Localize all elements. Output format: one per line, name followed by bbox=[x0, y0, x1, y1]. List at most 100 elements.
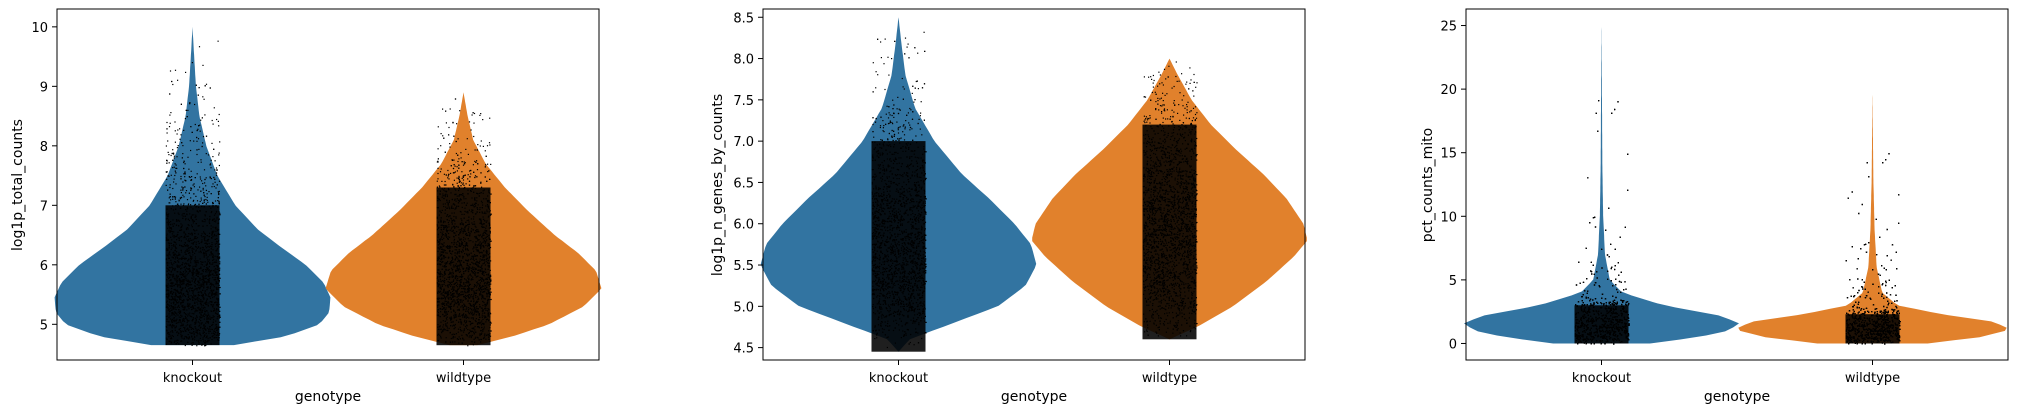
cell-point bbox=[464, 162, 466, 164]
cell-point bbox=[466, 248, 468, 250]
cell-point bbox=[166, 301, 168, 303]
cell-point bbox=[188, 224, 190, 227]
cell-point bbox=[204, 275, 206, 277]
cell-point bbox=[170, 331, 172, 333]
cell-point bbox=[474, 302, 476, 304]
cell-point bbox=[199, 333, 201, 335]
cell-point bbox=[200, 301, 202, 303]
cell-point bbox=[487, 312, 489, 314]
cell-point bbox=[482, 255, 484, 257]
cell-point bbox=[194, 308, 196, 310]
cell-point bbox=[203, 335, 205, 337]
cell-point bbox=[175, 204, 177, 207]
cell-point bbox=[446, 236, 448, 238]
cell-point bbox=[448, 224, 450, 226]
cell-point bbox=[458, 176, 460, 179]
cell-point bbox=[471, 288, 473, 290]
cell-point bbox=[202, 182, 204, 185]
cell-point bbox=[451, 246, 453, 248]
cell-point bbox=[476, 160, 478, 162]
cell-point bbox=[482, 241, 484, 243]
cell-point bbox=[486, 281, 488, 283]
cell-point bbox=[185, 109, 187, 111]
cell-point bbox=[468, 231, 470, 233]
cell-point bbox=[485, 212, 487, 215]
cell-point bbox=[175, 294, 177, 296]
cell-point bbox=[198, 148, 200, 150]
cell-point bbox=[455, 246, 457, 248]
cell-point bbox=[171, 325, 173, 327]
cell-point bbox=[480, 279, 482, 281]
cell-point bbox=[441, 274, 443, 276]
cell-point bbox=[474, 337, 476, 339]
cell-point bbox=[194, 282, 196, 284]
cell-point bbox=[219, 286, 221, 289]
cell-point bbox=[467, 193, 469, 195]
cell-point bbox=[213, 293, 215, 295]
cell-point bbox=[195, 250, 197, 252]
cell-point bbox=[184, 265, 187, 267]
cell-point bbox=[485, 258, 488, 260]
cell-point bbox=[481, 270, 483, 273]
cell-point bbox=[436, 224, 438, 226]
cell-point bbox=[182, 194, 184, 196]
cell-point bbox=[462, 261, 465, 263]
cell-point bbox=[201, 344, 203, 346]
cell-point bbox=[188, 288, 190, 290]
cell-point bbox=[480, 338, 482, 341]
cell-point bbox=[218, 276, 220, 278]
cell-point bbox=[198, 242, 200, 244]
cell-point bbox=[489, 294, 491, 296]
cell-point bbox=[479, 282, 481, 284]
cell-point bbox=[188, 176, 190, 178]
cell-point bbox=[181, 324, 183, 327]
cell-point bbox=[444, 310, 446, 312]
cell-point bbox=[187, 218, 189, 220]
cell-point bbox=[451, 261, 453, 264]
cell-point bbox=[471, 341, 473, 343]
cell-point bbox=[217, 191, 219, 193]
cell-point bbox=[485, 278, 487, 280]
cell-point bbox=[201, 306, 203, 308]
cell-point bbox=[482, 323, 484, 325]
cell-point bbox=[489, 293, 491, 295]
cell-point bbox=[184, 173, 186, 175]
cell-point bbox=[469, 232, 471, 234]
cell-point bbox=[441, 209, 443, 211]
cell-point bbox=[199, 317, 201, 319]
cell-point bbox=[219, 212, 221, 214]
cell-point bbox=[438, 257, 440, 259]
cell-point bbox=[192, 269, 194, 271]
cell-point bbox=[488, 330, 490, 332]
cell-point bbox=[188, 258, 190, 260]
cell-point bbox=[169, 202, 171, 204]
cell-point bbox=[165, 315, 167, 318]
cell-point bbox=[204, 325, 206, 327]
cell-point bbox=[185, 267, 187, 269]
cell-point bbox=[458, 255, 460, 257]
cell-point bbox=[453, 293, 455, 295]
cell-point bbox=[188, 320, 190, 322]
cell-point bbox=[179, 283, 181, 285]
cell-point bbox=[456, 249, 458, 251]
cell-point bbox=[451, 230, 453, 232]
cell-point bbox=[456, 309, 459, 311]
cell-point bbox=[461, 177, 463, 179]
cell-point bbox=[465, 269, 467, 271]
cell-point bbox=[459, 264, 461, 266]
cell-point bbox=[172, 252, 174, 254]
cell-point bbox=[212, 156, 214, 158]
cell-point bbox=[191, 309, 193, 311]
cell-point bbox=[201, 279, 203, 281]
cell-point bbox=[437, 239, 439, 241]
cell-point bbox=[205, 341, 207, 343]
cell-point bbox=[478, 327, 480, 329]
cell-point bbox=[438, 290, 440, 292]
cell-point bbox=[196, 335, 198, 337]
cell-point bbox=[194, 252, 196, 254]
cell-point bbox=[217, 333, 219, 335]
cell-point bbox=[180, 229, 182, 231]
cell-point bbox=[486, 233, 488, 236]
cell-point bbox=[457, 288, 459, 290]
cell-point bbox=[212, 317, 214, 319]
